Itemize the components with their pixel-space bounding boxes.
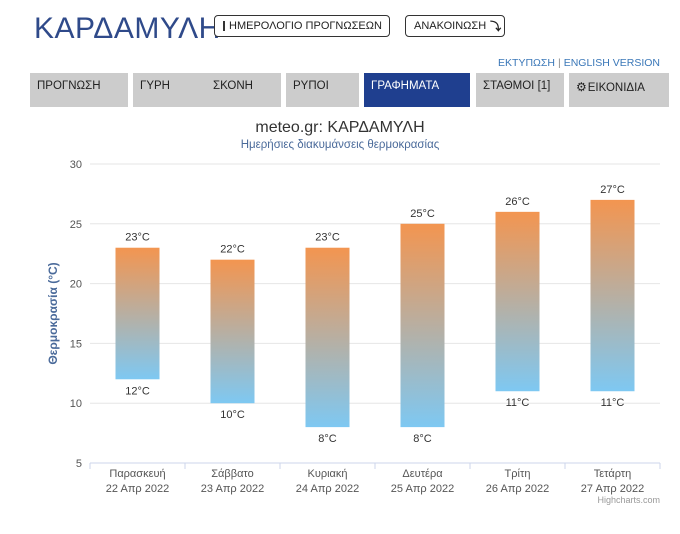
y-tick-label: 30 (70, 159, 82, 171)
tab-label: ΓΥΡΗ (140, 80, 170, 92)
link-separator: | (557, 57, 561, 69)
tab-pollutants[interactable]: ΡΥΠΟΙ (286, 73, 359, 107)
x-tick-date-label: 26 Απρ 2022 (486, 483, 549, 495)
max-temp-label: 23°C (315, 232, 340, 244)
x-tick-day-label: Παρασκευή (109, 468, 165, 480)
x-tick-day-label: Τετάρτη (594, 468, 632, 480)
calendar-icon (223, 21, 225, 31)
y-tick-label: 25 (70, 219, 82, 231)
x-tick-date-label: 22 Απρ 2022 (106, 483, 169, 495)
temperature-bar[interactable] (495, 211, 540, 392)
tab-label: ΓΡΑΦΗΜΑΤΑ (371, 80, 440, 92)
tab-dust[interactable]: ΣΚΟΝΗ (206, 73, 281, 107)
turn-arrow-icon: ⤵ (490, 21, 502, 33)
min-temp-label: 10°C (220, 409, 245, 421)
temperature-bar[interactable] (210, 259, 255, 404)
calendar-button[interactable]: ΗΜΕΡΟΛΟΓΙΟ ΠΡΟΓΝΩΣΕΩΝ (214, 15, 390, 37)
max-temp-label: 27°C (600, 184, 625, 196)
calendar-button-label: ΗΜΕΡΟΛΟΓΙΟ ΠΡΟΓΝΩΣΕΩΝ (229, 20, 382, 32)
y-tick-label: 15 (70, 338, 82, 350)
x-tick-day-label: Κυριακή (307, 468, 347, 480)
x-tick-date-label: 25 Απρ 2022 (391, 483, 454, 495)
x-tick-day-label: Σάββατο (211, 468, 253, 480)
min-temp-label: 11°C (601, 397, 625, 409)
max-temp-label: 22°C (220, 244, 245, 256)
chart-title: meteo.gr: ΚΑΡΔΑΜΥΛΗ (255, 119, 425, 136)
announcement-button-label: ΑΝΑΚΟΙΝΩΣΗ (414, 20, 487, 32)
max-temp-label: 26°C (505, 196, 530, 208)
min-temp-label: 11°C (506, 397, 530, 409)
tab-pollen[interactable]: ΓΥΡΗ (133, 73, 206, 107)
y-tick-label: 20 (70, 279, 82, 291)
tab-label: ΡΥΠΟΙ (293, 80, 329, 92)
tab-stations[interactable]: ΣΤΑΘΜΟΙ [1] (476, 73, 564, 107)
english-version-link[interactable]: ENGLISH VERSION (563, 57, 660, 69)
print-link[interactable]: ΕΚΤΥΠΩΣΗ (498, 57, 555, 69)
tab-label: ΣΚΟΝΗ (213, 80, 253, 92)
x-tick-day-label: Δευτέρα (402, 468, 443, 480)
x-tick-date-label: 27 Απρ 2022 (581, 483, 644, 495)
temperature-bar[interactable] (590, 199, 635, 392)
y-axis-title: Θερμοκρασία (°C) (46, 262, 60, 364)
min-temp-label: 8°C (318, 433, 337, 445)
x-tick-day-label: Τρίτη (505, 468, 531, 480)
temperature-bar[interactable] (305, 247, 350, 428)
highcharts-credit[interactable]: Highcharts.com (597, 495, 660, 505)
tab-forecast[interactable]: ΠΡΟΓΝΩΣΗ (30, 73, 128, 107)
utility-links: ΕΚΤΥΠΩΣΗ | ENGLISH VERSION (498, 57, 660, 69)
y-tick-label: 5 (76, 458, 82, 470)
chart-subtitle: Ημερήσιες διακυμάνσεις θερμοκρασίας (240, 139, 440, 151)
temperature-bar[interactable] (400, 223, 445, 428)
x-tick-date-label: 24 Απρ 2022 (296, 483, 359, 495)
temperature-bar[interactable] (115, 247, 160, 380)
site-title: ΚΑΡΔΑΜΥΛΗ (34, 12, 221, 45)
gear-icon: ⚙ (576, 80, 587, 94)
tab-label: ΠΡΟΓΝΩΣΗ (37, 80, 101, 92)
tab-label: ΣΤΑΘΜΟΙ [1] (483, 80, 551, 92)
tab-label: ΕΙΚΟΝΙΔΙΑ (587, 82, 645, 94)
announcement-button[interactable]: ΑΝΑΚΟΙΝΩΣΗ ⤵ (405, 15, 505, 37)
y-tick-label: 10 (70, 398, 82, 410)
min-temp-label: 12°C (125, 385, 150, 397)
tab-charts[interactable]: ΓΡΑΦΗΜΑΤΑ (364, 73, 470, 107)
x-tick-date-label: 23 Απρ 2022 (201, 483, 264, 495)
max-temp-label: 23°C (125, 232, 150, 244)
max-temp-label: 25°C (410, 208, 435, 220)
tab-icons[interactable]: ⚙ΕΙΚΟΝΙΔΙΑ (569, 73, 669, 107)
min-temp-label: 8°C (413, 433, 432, 445)
